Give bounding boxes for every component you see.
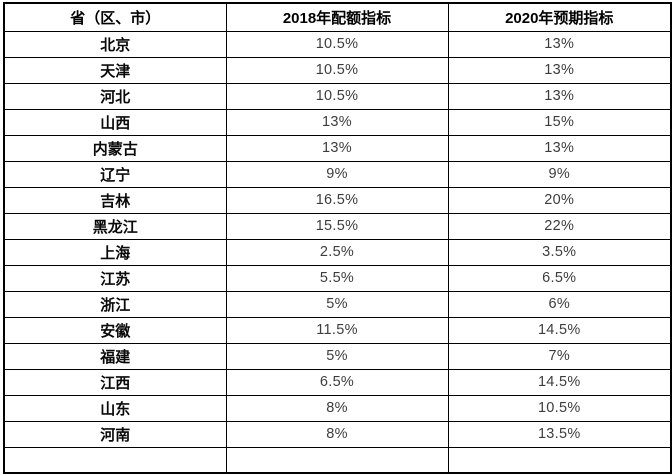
table-row: 辽宁 9% 9%	[3, 160, 672, 188]
quota-2018-cell: 5%	[225, 342, 449, 370]
province-cell: 河北	[3, 82, 227, 110]
province-cell: 江苏	[3, 264, 227, 292]
province-cell: 上海	[3, 238, 227, 266]
province-cell: 安徽	[3, 316, 227, 344]
table-row: 河南 8% 13.5%	[3, 420, 672, 448]
header-row: 省（区、市） 2018年配额指标 2020年预期指标	[3, 2, 672, 32]
empty-cell	[447, 446, 672, 474]
province-cell: 江西	[3, 368, 227, 396]
quota-2018-cell: 2.5%	[225, 238, 449, 266]
province-cell: 天津	[3, 56, 227, 84]
target-2020-cell: 13.5%	[447, 420, 672, 448]
table-row: 天津 10.5% 13%	[3, 56, 672, 84]
quota-2018-cell: 5%	[225, 290, 449, 318]
province-cell: 山西	[3, 108, 227, 136]
target-2020-cell: 22%	[447, 212, 672, 240]
target-2020-cell: 14.5%	[447, 368, 672, 396]
quota-2018-cell: 8%	[225, 420, 449, 448]
header-quota-2018: 2018年配额指标	[225, 2, 449, 32]
target-2020-cell: 6.5%	[447, 264, 672, 292]
province-cell: 北京	[3, 30, 227, 58]
province-cell: 福建	[3, 342, 227, 370]
target-2020-cell: 7%	[447, 342, 672, 370]
target-2020-cell: 20%	[447, 186, 672, 214]
table-row: 吉林 16.5% 20%	[3, 186, 672, 214]
province-cell: 吉林	[3, 186, 227, 214]
table-row: 山西 13% 15%	[3, 108, 672, 136]
table-row: 江苏 5.5% 6.5%	[3, 264, 672, 292]
target-2020-cell: 15%	[447, 108, 672, 136]
target-2020-cell: 6%	[447, 290, 672, 318]
quota-2018-cell: 5.5%	[225, 264, 449, 292]
header-target-2020: 2020年预期指标	[447, 2, 672, 32]
empty-cell	[3, 446, 227, 474]
partial-row	[3, 446, 672, 474]
quota-2018-cell: 10.5%	[225, 30, 449, 58]
quota-2018-cell: 8%	[225, 394, 449, 422]
quota-2018-cell: 15.5%	[225, 212, 449, 240]
quota-2018-cell: 13%	[225, 134, 449, 162]
table-row: 黑龙江 15.5% 22%	[3, 212, 672, 240]
target-2020-cell: 13%	[447, 56, 672, 84]
table-body: 北京 10.5% 13% 天津 10.5% 13% 河北 10.5% 13% 山…	[3, 30, 672, 474]
table-row: 安徽 11.5% 14.5%	[3, 316, 672, 344]
header-province: 省（区、市）	[3, 2, 227, 32]
table-row: 浙江 5% 6%	[3, 290, 672, 318]
quota-table: 省（区、市） 2018年配额指标 2020年预期指标 北京 10.5% 13% …	[3, 2, 672, 474]
table-row: 山东 8% 10.5%	[3, 394, 672, 422]
target-2020-cell: 3.5%	[447, 238, 672, 266]
table-row: 河北 10.5% 13%	[3, 82, 672, 110]
target-2020-cell: 10.5%	[447, 394, 672, 422]
target-2020-cell: 13%	[447, 30, 672, 58]
province-cell: 内蒙古	[3, 134, 227, 162]
target-2020-cell: 14.5%	[447, 316, 672, 344]
province-cell: 河南	[3, 420, 227, 448]
table-row: 北京 10.5% 13%	[3, 30, 672, 58]
table-row: 上海 2.5% 3.5%	[3, 238, 672, 266]
target-2020-cell: 13%	[447, 134, 672, 162]
province-cell: 浙江	[3, 290, 227, 318]
target-2020-cell: 9%	[447, 160, 672, 188]
table-row: 江西 6.5% 14.5%	[3, 368, 672, 396]
province-cell: 山东	[3, 394, 227, 422]
quota-2018-cell: 16.5%	[225, 186, 449, 214]
province-cell: 辽宁	[3, 160, 227, 188]
quota-2018-cell: 9%	[225, 160, 449, 188]
table-header: 省（区、市） 2018年配额指标 2020年预期指标	[3, 2, 672, 32]
quota-2018-cell: 13%	[225, 108, 449, 136]
quota-2018-cell: 11.5%	[225, 316, 449, 344]
province-cell: 黑龙江	[3, 212, 227, 240]
quota-2018-cell: 10.5%	[225, 82, 449, 110]
table-row: 福建 5% 7%	[3, 342, 672, 370]
empty-cell	[225, 446, 449, 474]
target-2020-cell: 13%	[447, 82, 672, 110]
quota-2018-cell: 10.5%	[225, 56, 449, 84]
table-row: 内蒙古 13% 13%	[3, 134, 672, 162]
quota-table-container: 省（区、市） 2018年配额指标 2020年预期指标 北京 10.5% 13% …	[3, 2, 672, 474]
quota-2018-cell: 6.5%	[225, 368, 449, 396]
